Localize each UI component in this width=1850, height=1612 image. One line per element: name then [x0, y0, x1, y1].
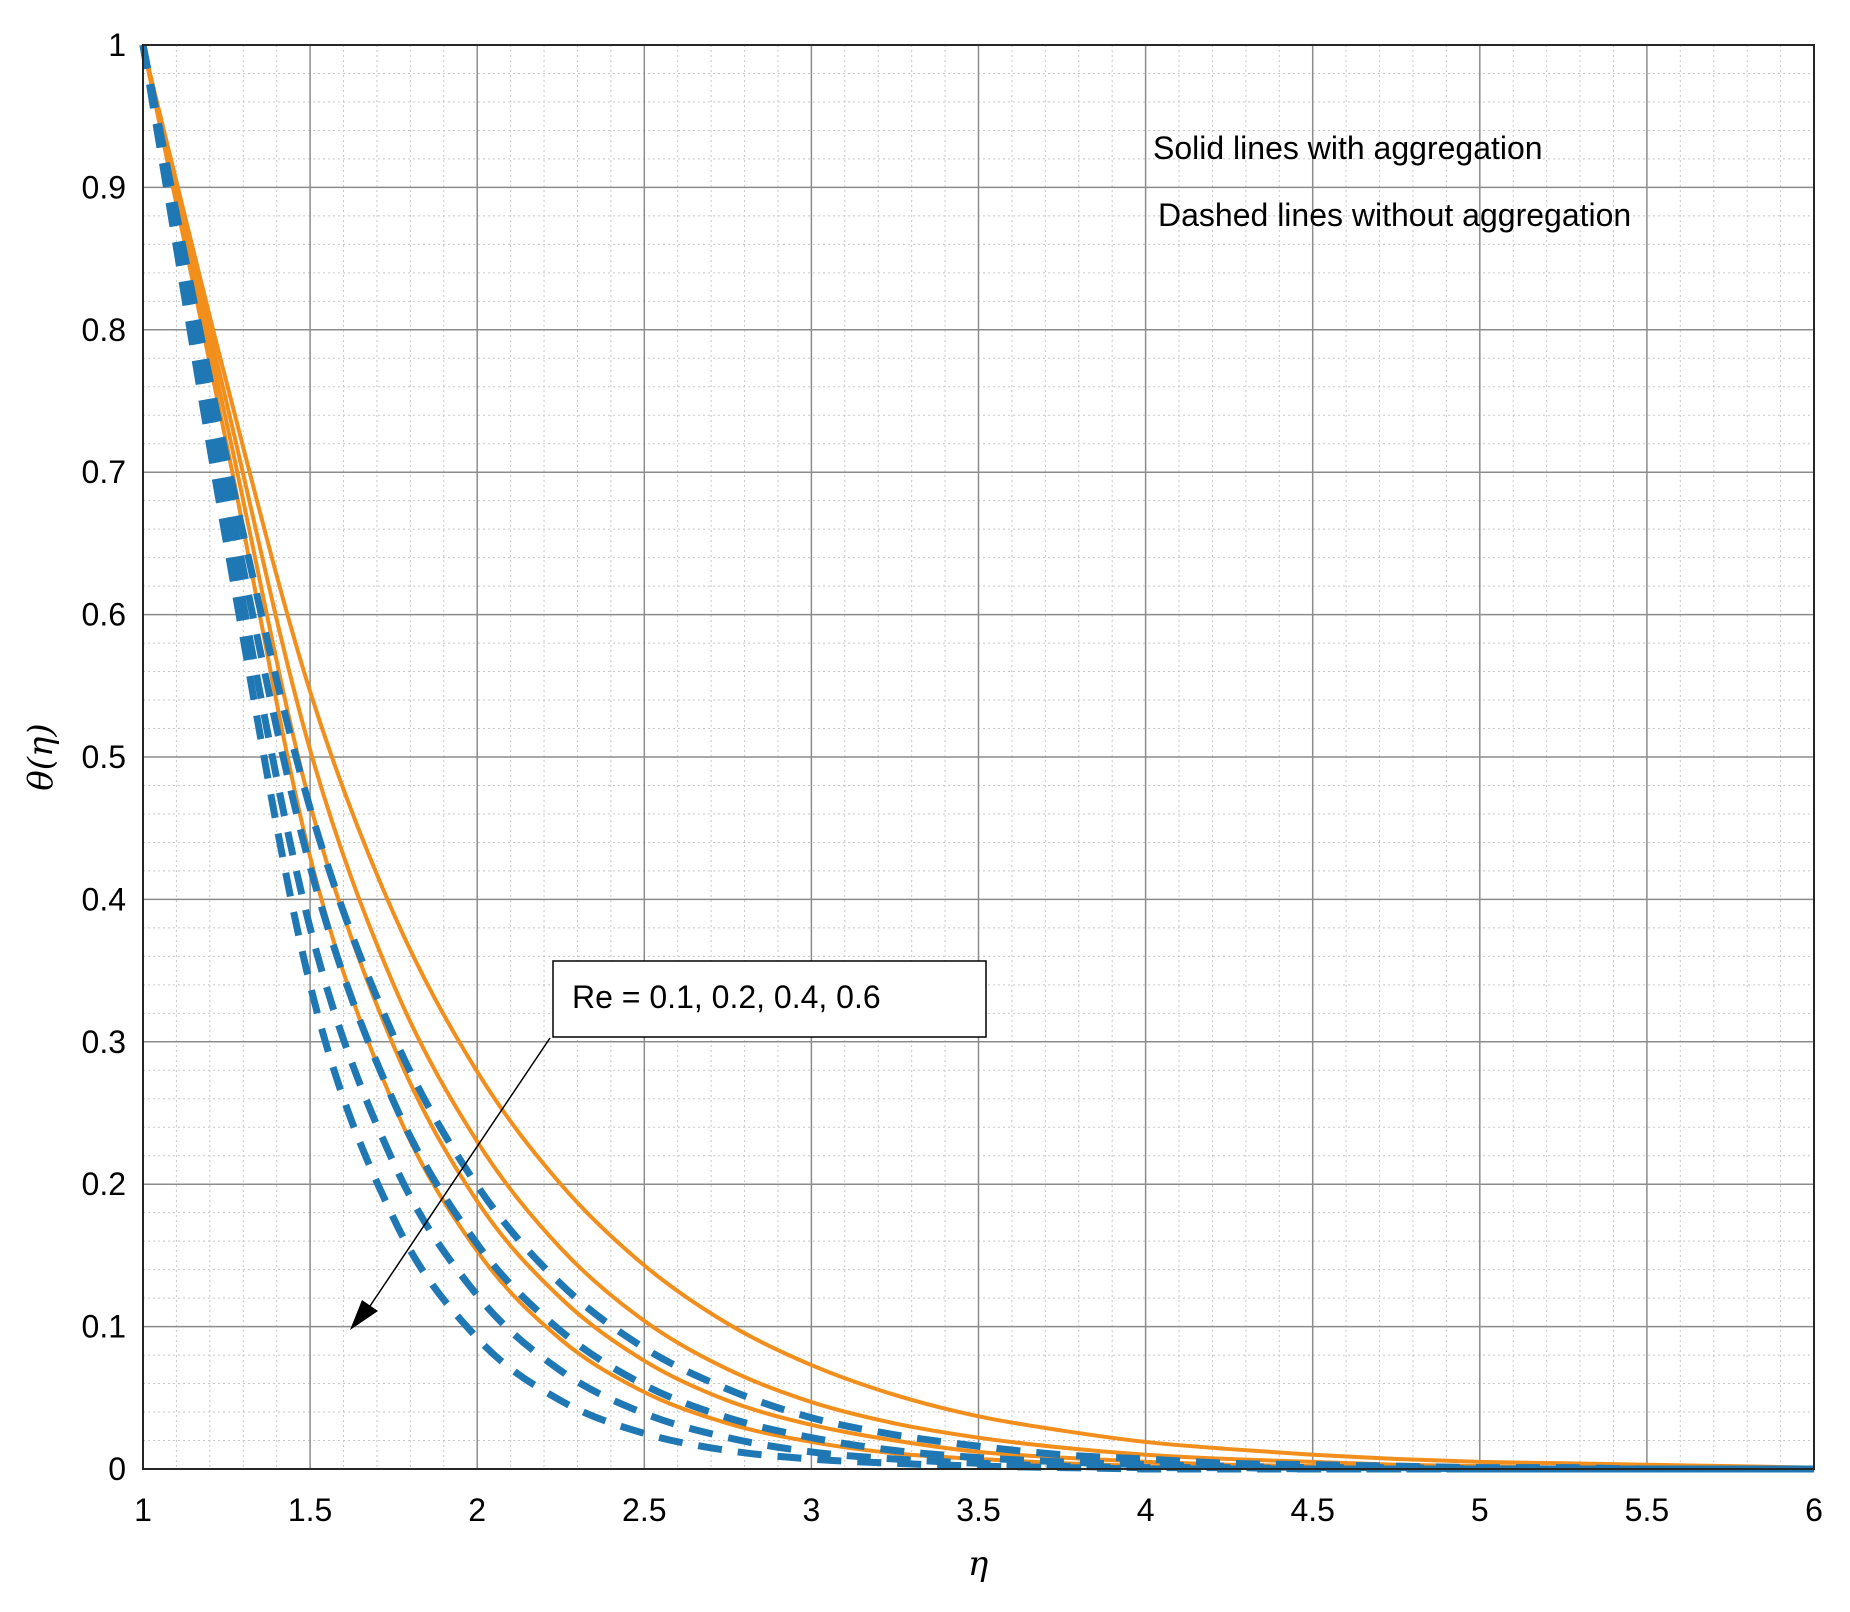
- y-tick-label: 0.1: [82, 1309, 126, 1345]
- x-tick-labels: 1 1.5 2 2.5 3 3.5 4 4.5 5 5.5 6: [134, 1492, 1823, 1528]
- re-label-box: [552, 960, 987, 1038]
- x-tick-label: 1.5: [288, 1492, 332, 1528]
- x-tick-label: 6: [1805, 1492, 1823, 1528]
- x-tick-label: 2.5: [622, 1492, 666, 1528]
- x-tick-label: 1: [134, 1492, 152, 1528]
- solid-lines-note: Solid lines with aggregation: [1153, 130, 1543, 166]
- re-label: Re = 0.1, 0.2, 0.4, 0.6: [572, 979, 881, 1015]
- y-tick-label: 0.6: [82, 597, 126, 633]
- x-tick-label: 5: [1471, 1492, 1489, 1528]
- y-tick-label: 0.3: [82, 1024, 126, 1060]
- y-tick-label: 0.7: [82, 454, 126, 490]
- x-tick-label: 5.5: [1625, 1492, 1669, 1528]
- x-tick-label: 2: [468, 1492, 486, 1528]
- y-tick-label: 0.4: [82, 881, 126, 917]
- x-tick-label: 4: [1137, 1492, 1155, 1528]
- y-tick-label: 0: [108, 1451, 126, 1487]
- major-grid: [143, 45, 1814, 1469]
- y-tick-label: 0.8: [82, 312, 126, 348]
- y-tick-label: 0.9: [82, 169, 126, 205]
- x-axis-label: η: [968, 1544, 989, 1584]
- x-tick-label: 3: [803, 1492, 821, 1528]
- re-arrow-line: [363, 1037, 551, 1316]
- dashed-series-line-4: [139, 44, 1814, 1473]
- y-tick-labels: 0 0.1 0.2 0.3 0.4 0.5 0.6 0.7 0.8 0.9 1: [82, 27, 126, 1487]
- dashed-lines-note: Dashed lines without aggregation: [1158, 197, 1631, 233]
- y-tick-label: 0.2: [82, 1166, 126, 1202]
- x-tick-label: 3.5: [956, 1492, 1000, 1528]
- y-axis-label: θ(η): [21, 723, 61, 790]
- re-arrow-head: [350, 1300, 378, 1330]
- x-tick-label: 4.5: [1290, 1492, 1334, 1528]
- y-tick-label: 1: [108, 27, 126, 63]
- solid-series-line-1: [141, 44, 1815, 1470]
- y-tick-label: 0.5: [82, 739, 126, 775]
- plot-frame: [142, 44, 1815, 1470]
